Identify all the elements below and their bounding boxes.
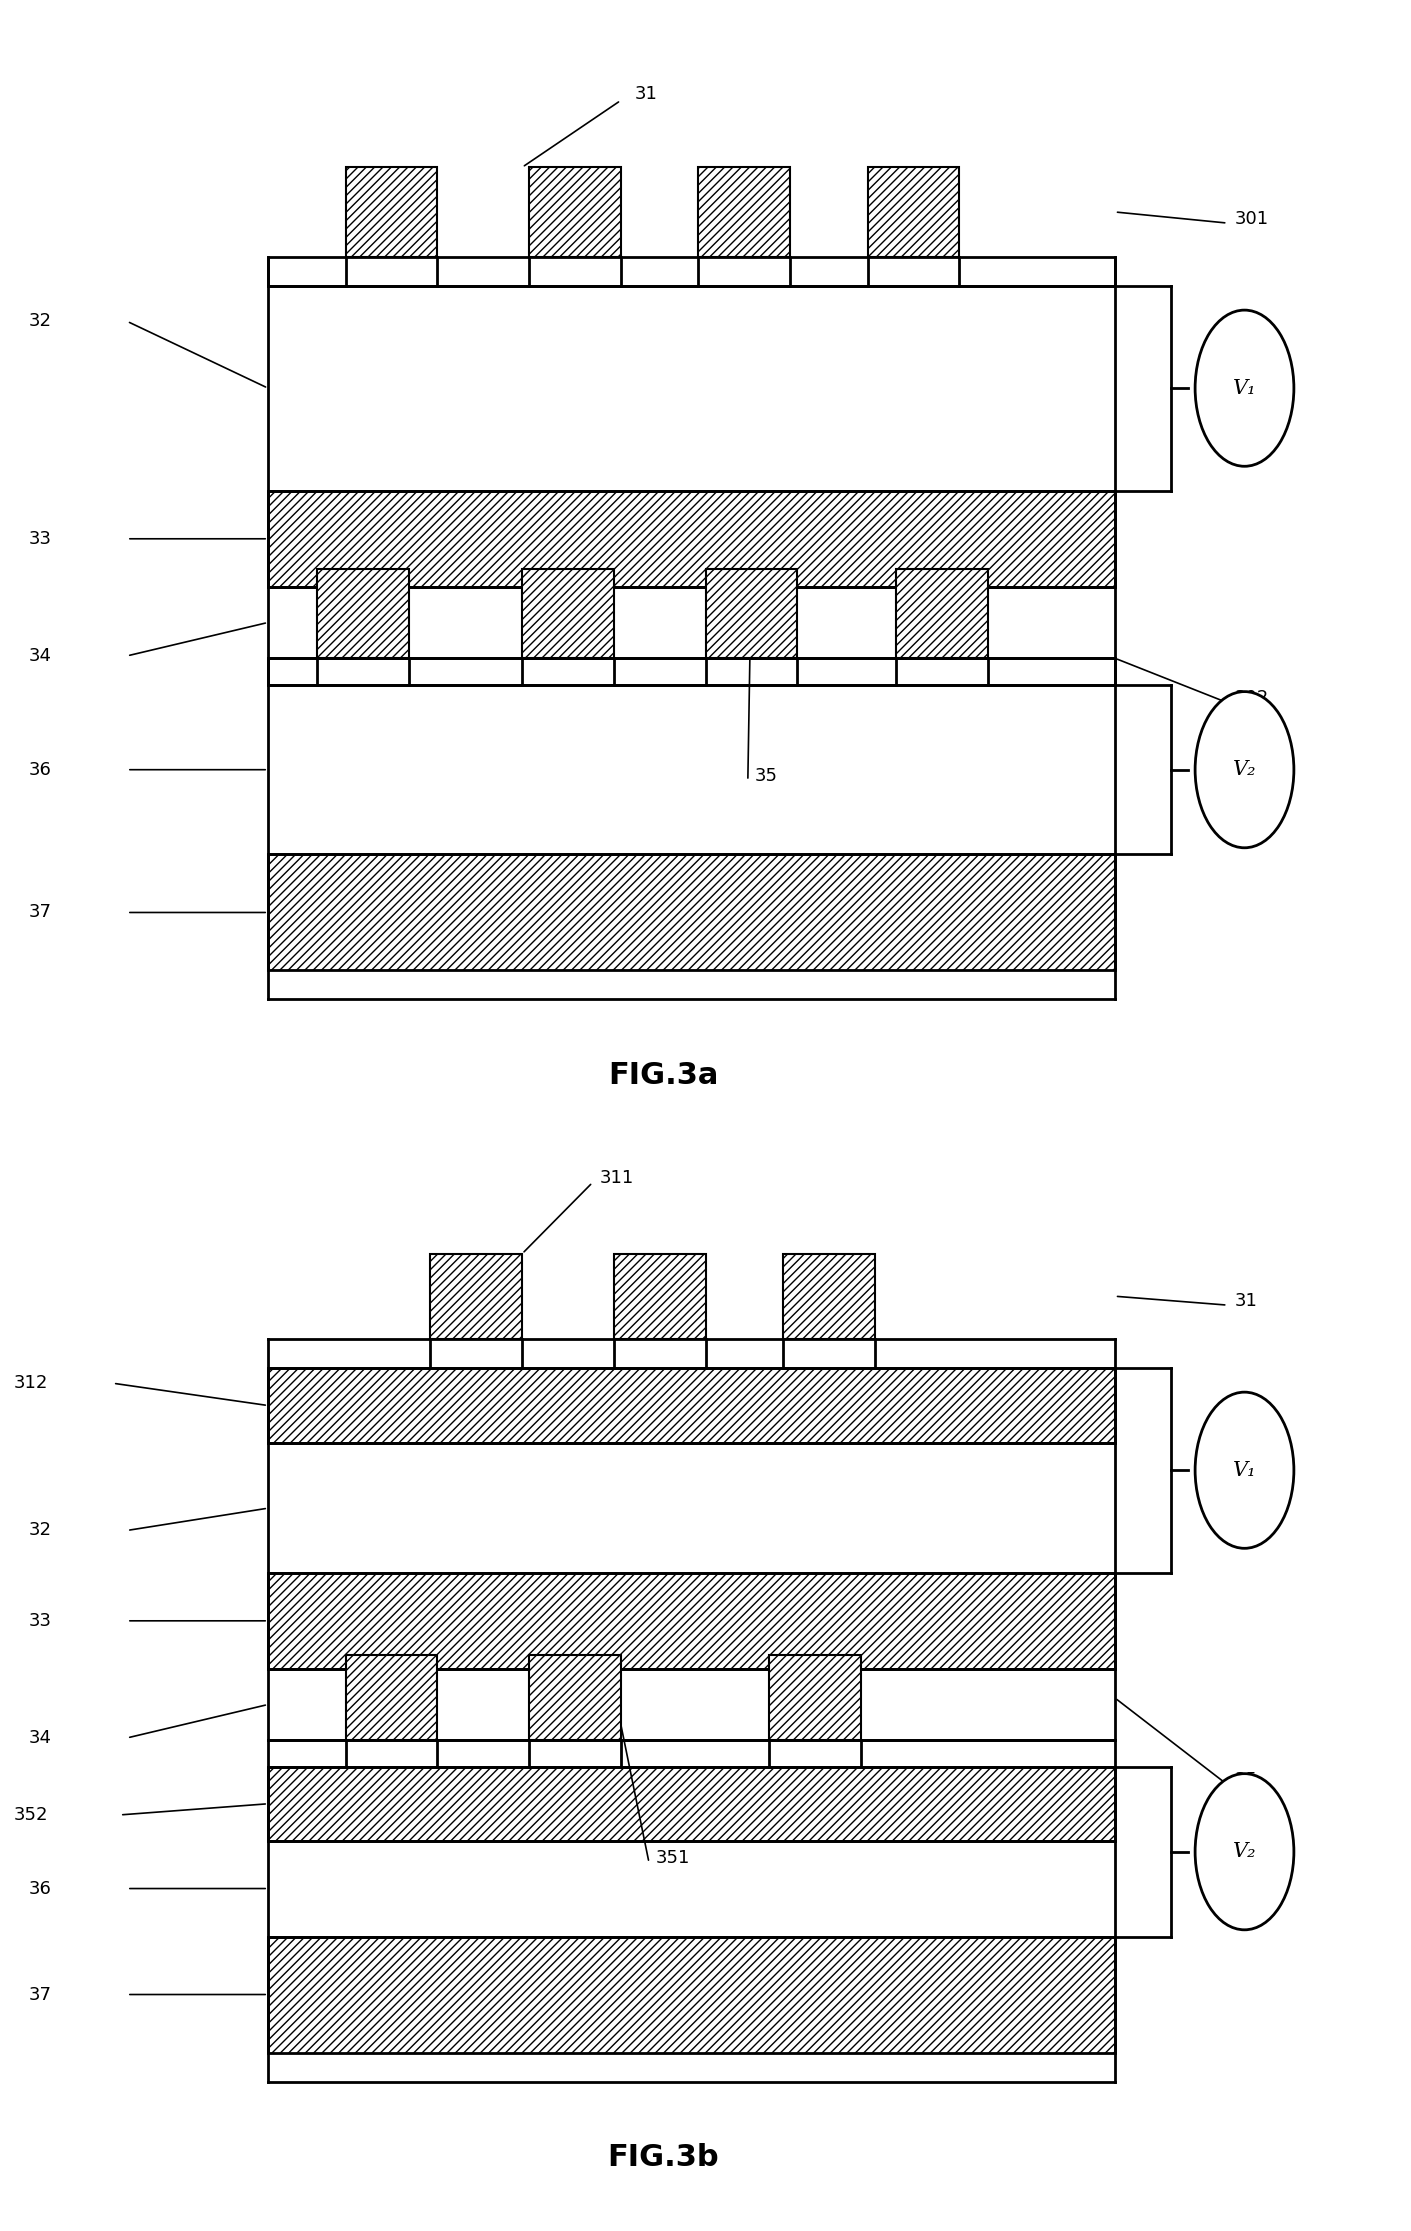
- Bar: [529, 1655, 621, 1740]
- Bar: [268, 1573, 1115, 1669]
- Text: 31: 31: [1235, 1292, 1257, 1310]
- Bar: [346, 1655, 437, 1740]
- Bar: [706, 569, 797, 658]
- Text: 34: 34: [28, 1729, 51, 1747]
- Bar: [317, 569, 409, 658]
- Text: V₂: V₂: [1233, 761, 1256, 779]
- Text: 37: 37: [28, 904, 51, 921]
- Bar: [268, 1767, 1115, 1841]
- Bar: [698, 167, 790, 257]
- Text: 32: 32: [28, 312, 51, 330]
- Text: 31: 31: [635, 85, 658, 103]
- Bar: [522, 569, 614, 658]
- Circle shape: [1195, 692, 1294, 848]
- Bar: [346, 167, 437, 257]
- Text: 33: 33: [28, 1611, 51, 1631]
- Text: 312: 312: [14, 1374, 48, 1392]
- Text: 35: 35: [755, 767, 777, 785]
- Text: 33: 33: [28, 529, 51, 549]
- Text: 34: 34: [28, 647, 51, 665]
- Text: 35: 35: [1235, 1771, 1257, 1789]
- Bar: [268, 257, 1115, 286]
- Text: 352: 352: [14, 1805, 48, 1825]
- Bar: [614, 1254, 706, 1339]
- Text: 311: 311: [600, 1169, 634, 1187]
- Bar: [868, 167, 959, 257]
- Text: FIG.3b: FIG.3b: [607, 2144, 720, 2171]
- Text: 302: 302: [1235, 689, 1268, 707]
- Circle shape: [1195, 310, 1294, 466]
- Text: FIG.3a: FIG.3a: [608, 1062, 718, 1089]
- Text: V₁: V₁: [1233, 379, 1256, 397]
- Bar: [529, 167, 621, 257]
- Circle shape: [1195, 1774, 1294, 1930]
- Bar: [896, 569, 988, 658]
- Text: 32: 32: [28, 1522, 51, 1539]
- Text: 36: 36: [28, 1879, 51, 1899]
- Bar: [783, 1254, 875, 1339]
- Text: V₁: V₁: [1233, 1461, 1256, 1479]
- Bar: [268, 1937, 1115, 2053]
- Circle shape: [1195, 1392, 1294, 1548]
- Bar: [769, 1655, 861, 1740]
- Bar: [268, 491, 1115, 587]
- Text: 37: 37: [28, 1986, 51, 2003]
- Bar: [430, 1254, 522, 1339]
- Bar: [268, 854, 1115, 970]
- Bar: [268, 1368, 1115, 1443]
- Text: 351: 351: [656, 1849, 690, 1867]
- Bar: [268, 658, 1115, 685]
- Text: V₂: V₂: [1233, 1843, 1256, 1861]
- Text: 36: 36: [28, 761, 51, 779]
- Text: 301: 301: [1235, 210, 1268, 228]
